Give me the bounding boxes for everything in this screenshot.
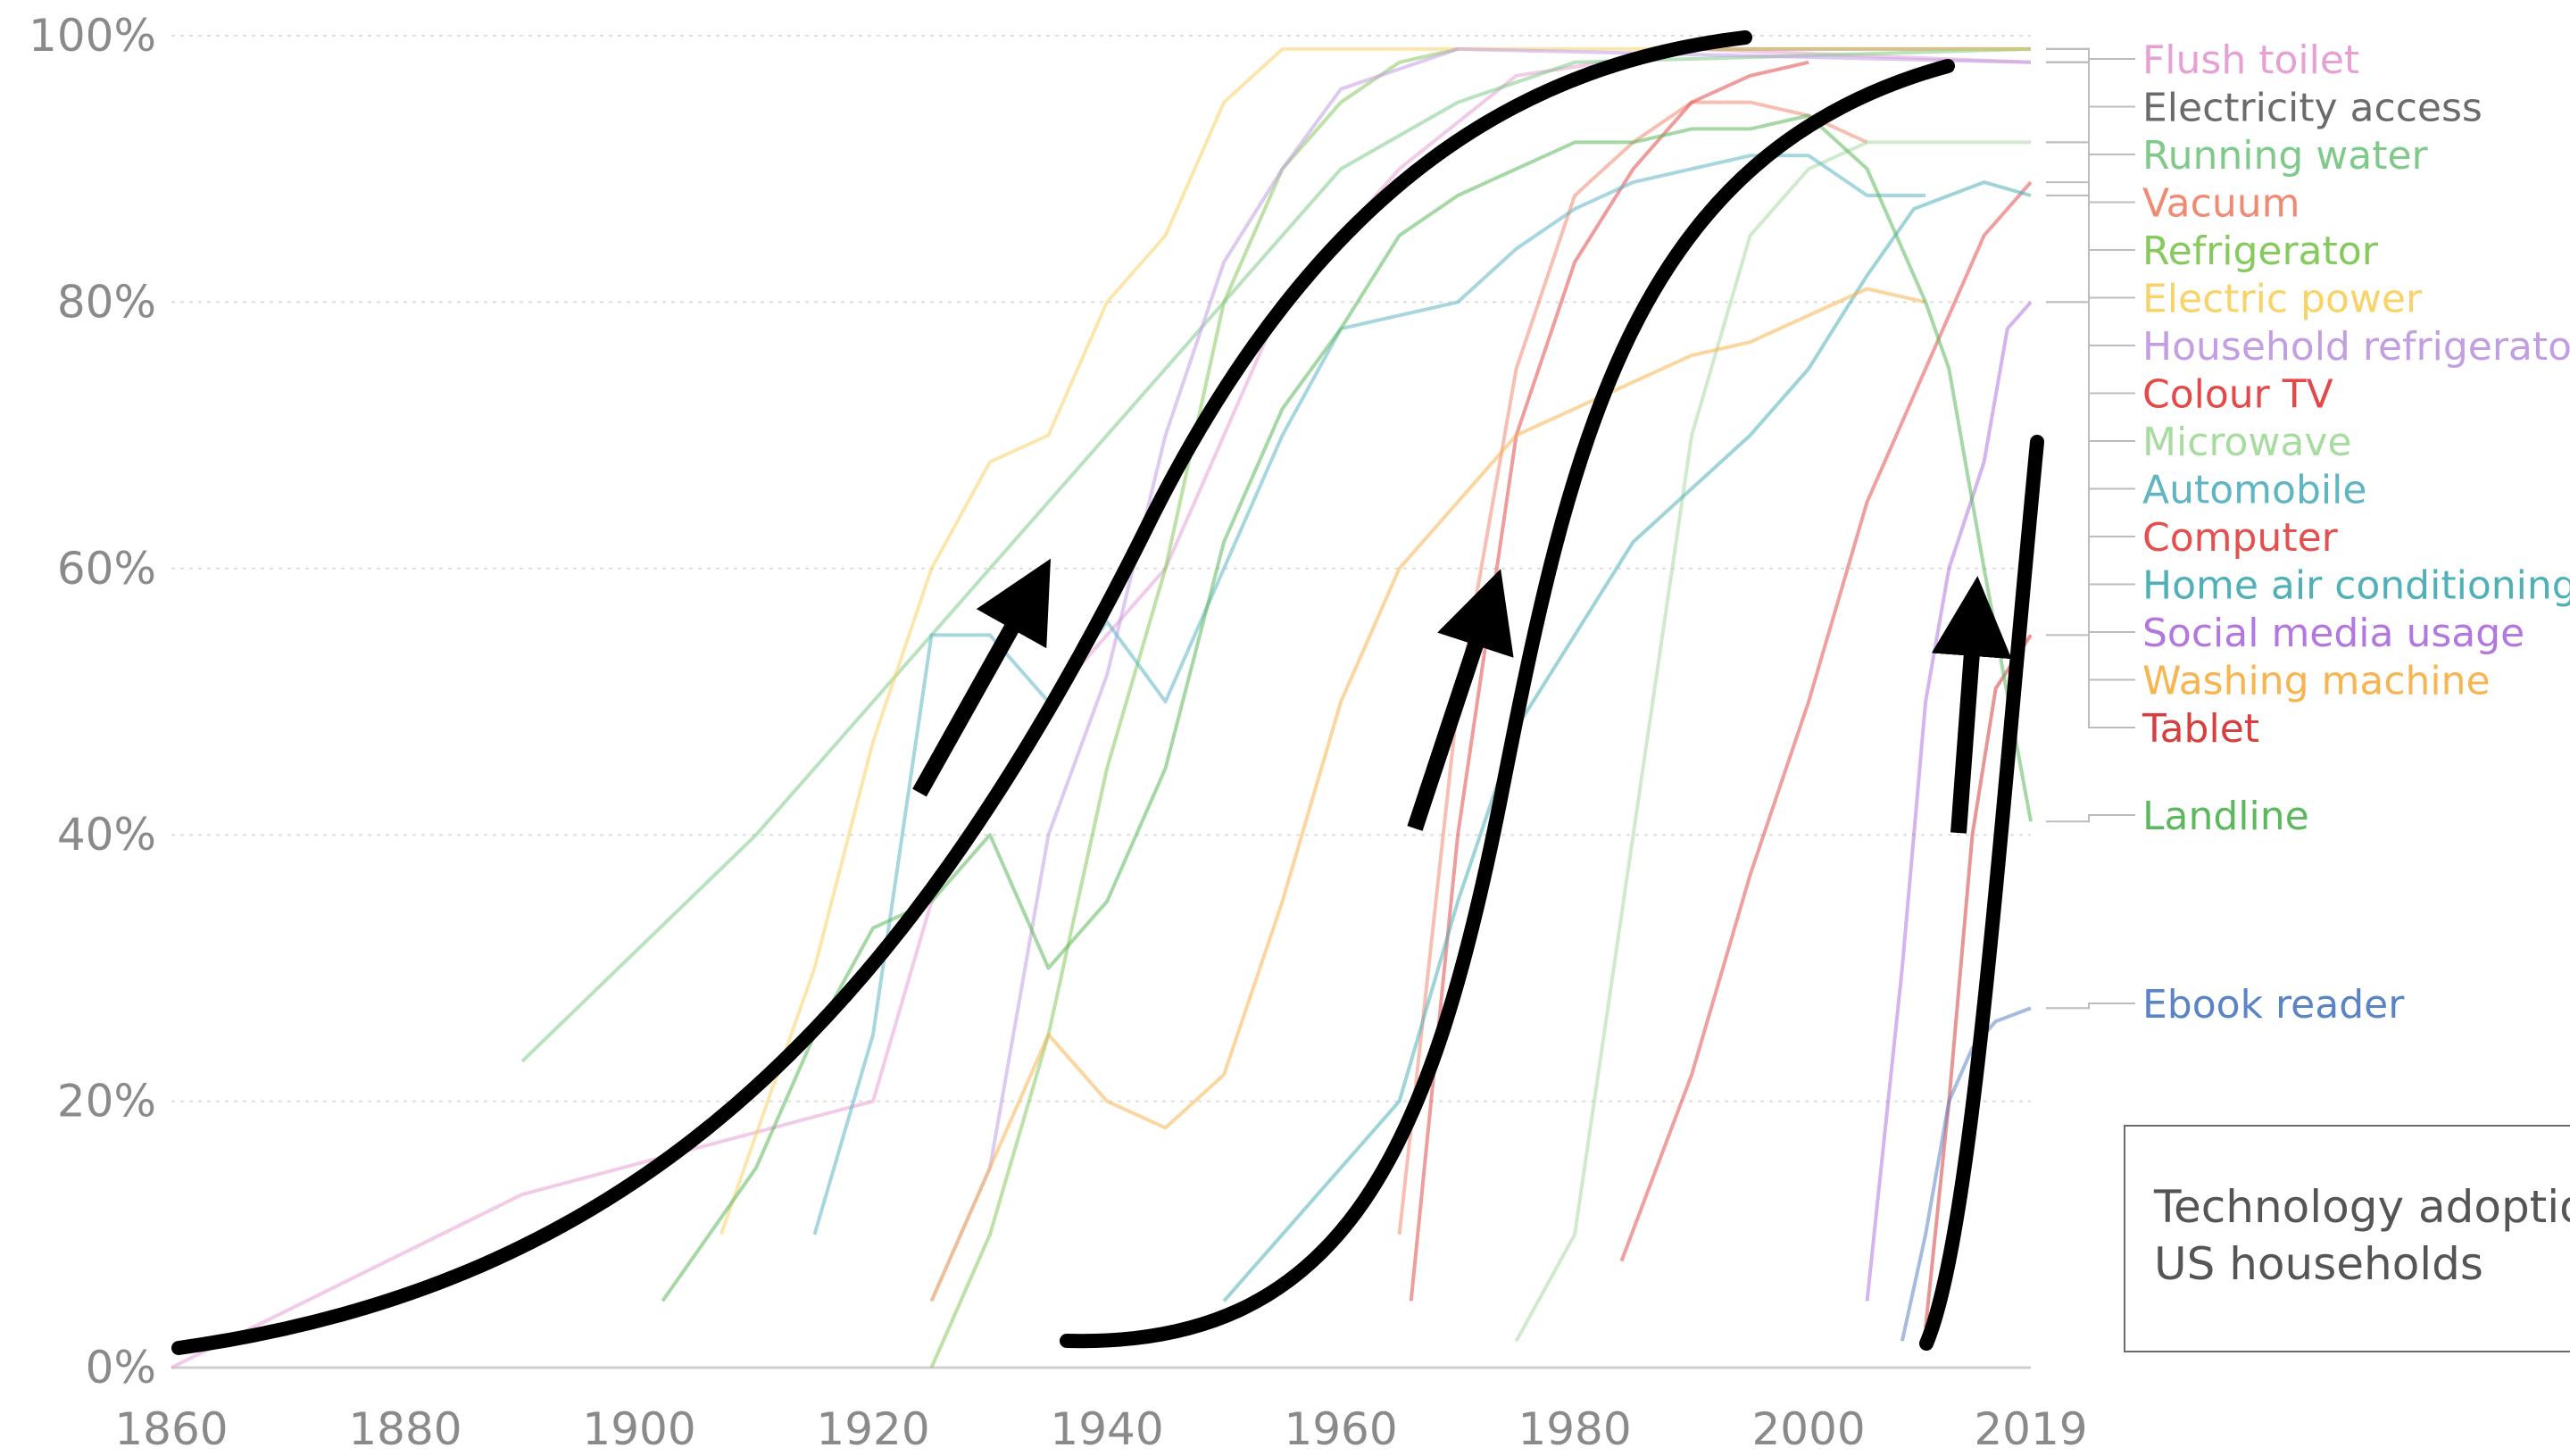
series-line xyxy=(1409,60,1809,1302)
legend-connector xyxy=(2046,61,2135,346)
series-line xyxy=(929,287,1926,1302)
legend-connector xyxy=(2046,47,2135,108)
legend-connector xyxy=(2046,47,2135,299)
x-tick-label: 1980 xyxy=(1518,1403,1631,1455)
arrow-early xyxy=(912,558,1052,797)
legend-label: Ebook reader xyxy=(2142,982,2405,1028)
y-tick-label: 20% xyxy=(57,1076,156,1127)
y-tick-label: 60% xyxy=(57,543,156,595)
series-lines xyxy=(171,46,2033,1369)
x-tick-label: 1960 xyxy=(1284,1403,1397,1455)
legend-label: Vacuum xyxy=(2142,181,2300,227)
legend-connector xyxy=(2046,141,2135,204)
legend-label: Colour TV xyxy=(2142,372,2333,418)
legend-label: Electric power xyxy=(2142,277,2423,322)
series-line xyxy=(661,113,2033,1302)
legend-connector xyxy=(2046,141,2135,442)
note-line-2: US households xyxy=(2154,1238,2483,1290)
legend-label: Microwave xyxy=(2142,420,2351,465)
series-line xyxy=(520,46,2032,1063)
series-line xyxy=(1222,180,2032,1302)
legend-label: Running water xyxy=(2142,133,2429,179)
arrow-late xyxy=(1931,576,2012,834)
x-tick-label: 1900 xyxy=(582,1403,695,1455)
y-tick-label: 40% xyxy=(57,809,156,861)
chart-note: Technology adoption in US households xyxy=(2124,1125,2570,1352)
legend-label: Electricity access xyxy=(2142,86,2483,131)
legend-connector xyxy=(2046,1003,2135,1010)
legend-label: Tablet xyxy=(2142,706,2259,752)
x-tick-label: 1860 xyxy=(114,1403,228,1455)
series-line xyxy=(1900,1006,2032,1342)
legend-connector xyxy=(2046,195,2135,490)
series-line xyxy=(1865,301,2033,1302)
series-line xyxy=(171,46,2032,1369)
x-tick-label: 2000 xyxy=(1751,1403,1865,1455)
y-tick-label: 0% xyxy=(86,1342,156,1394)
series-line xyxy=(719,46,2031,1236)
y-tick-label: 80% xyxy=(57,276,156,328)
x-tick-label: 1880 xyxy=(348,1403,462,1455)
legend-label: Refrigerator xyxy=(2142,229,2379,274)
legend-label: Household refrigerator xyxy=(2142,324,2570,370)
x-tick-label: 1940 xyxy=(1050,1403,1163,1455)
note-line-1: Technology adoption in xyxy=(2154,1181,2570,1233)
series-line xyxy=(929,46,2032,1302)
x-tick-label: 2019 xyxy=(1974,1403,2087,1455)
series-line xyxy=(1514,140,2031,1343)
arrow-mid xyxy=(1407,569,1514,831)
grid-lines xyxy=(171,35,2031,1369)
legend-connector xyxy=(2046,47,2135,155)
series-line xyxy=(1924,634,2033,1328)
axis-tick-labels: 0% 20% 40% 60% 80% 100% 1860 1880 1900 1920 1940 19… xyxy=(29,10,2088,1455)
legend-connector xyxy=(2046,195,2135,586)
legend-label: Computer xyxy=(2142,515,2339,561)
legend-label: Washing machine xyxy=(2142,659,2491,704)
legend-connector xyxy=(2046,61,2135,395)
legend-label: Social media usage xyxy=(2142,611,2524,656)
legend-connector xyxy=(2046,814,2135,823)
legend-label: Automobile xyxy=(2142,468,2366,513)
x-tick-label: 1920 xyxy=(816,1403,929,1455)
legend-connector xyxy=(2046,301,2135,681)
legend-label: Home air conditioning xyxy=(2142,563,2570,609)
legend-connector xyxy=(2046,301,2135,633)
legend-label: Landline xyxy=(2142,794,2309,839)
s-curve-early xyxy=(171,30,1752,1355)
legend-connectors xyxy=(2046,47,2135,1010)
s-curve-late xyxy=(1919,435,2044,1351)
legend-label: Flush toilet xyxy=(2142,37,2359,83)
legend-connector xyxy=(2046,181,2135,537)
s-curve-mid xyxy=(1060,59,1955,1349)
y-tick-label: 100% xyxy=(29,10,156,62)
legend-connector xyxy=(2046,47,2135,251)
legend-connector xyxy=(2046,634,2135,728)
hand-drawn-s-curves xyxy=(171,30,2044,1355)
series-line xyxy=(1619,180,2033,1262)
